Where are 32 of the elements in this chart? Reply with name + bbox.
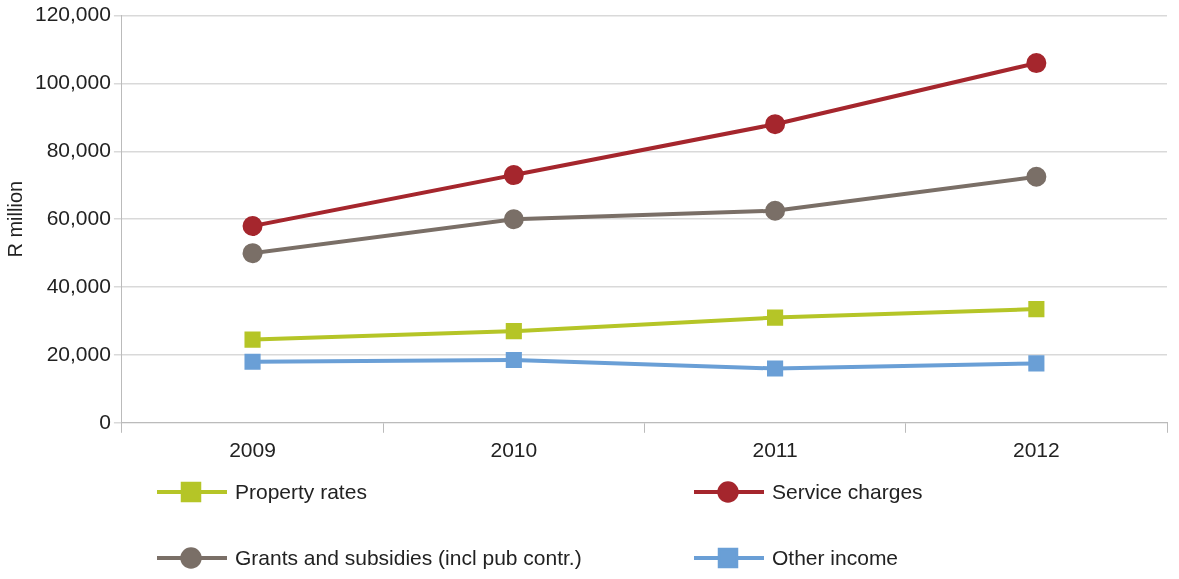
y-tick-label: 20,000 xyxy=(46,341,111,365)
point xyxy=(765,200,786,221)
legend-label: Other income xyxy=(772,546,899,570)
point xyxy=(767,309,784,326)
legend-label: Service charges xyxy=(772,480,923,504)
y-tick-label: 40,000 xyxy=(46,273,111,297)
point xyxy=(1028,301,1045,318)
y-tick-label: 60,000 xyxy=(46,206,111,229)
legend-label: Grants and subsidies (incl pub contr.) xyxy=(235,546,582,570)
point xyxy=(242,243,263,264)
y-axis-title: R million xyxy=(3,180,26,258)
x-tick-label: 2010 xyxy=(490,438,538,462)
x-tick-label: 2011 xyxy=(752,438,798,462)
point xyxy=(765,114,786,135)
x-tick-label: 2012 xyxy=(1013,438,1060,462)
point xyxy=(244,331,261,348)
point xyxy=(242,215,263,236)
point xyxy=(1026,166,1047,187)
legend-label: Property rates xyxy=(235,480,367,504)
y-tick-label: 100,000 xyxy=(34,70,111,94)
y-tick-label: 120,000 xyxy=(34,2,111,26)
point xyxy=(503,165,524,186)
point xyxy=(244,353,261,370)
x-tick-label: 2009 xyxy=(229,438,276,462)
point xyxy=(505,323,522,340)
point xyxy=(503,209,524,230)
point xyxy=(1028,355,1045,372)
y-tick-label: 80,000 xyxy=(46,138,111,162)
point xyxy=(1026,53,1047,74)
point xyxy=(767,360,784,377)
point xyxy=(505,351,522,369)
y-tick-label: 0 xyxy=(99,409,111,433)
